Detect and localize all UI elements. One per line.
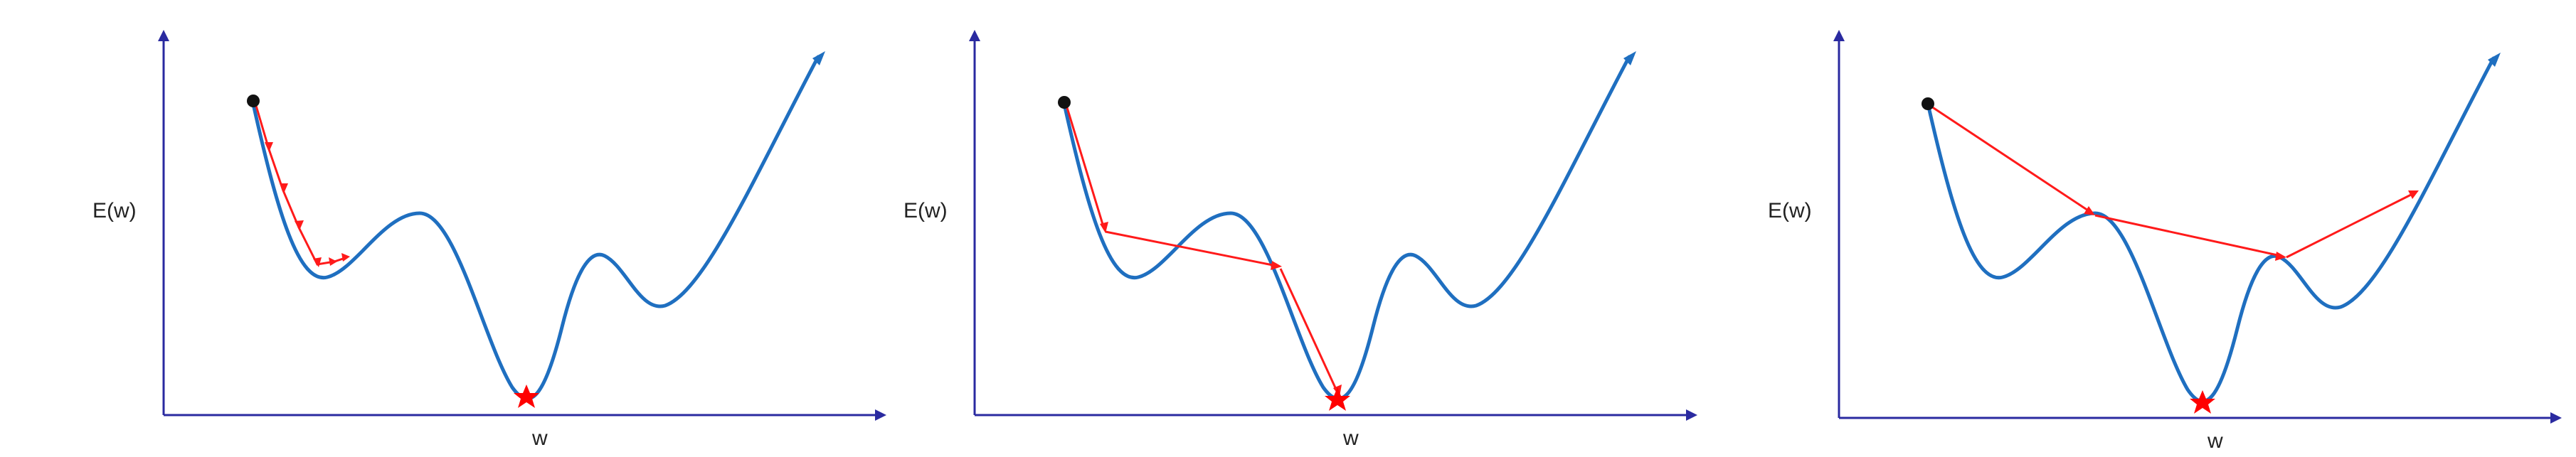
step-head-1-2	[280, 183, 288, 193]
step-head-1-4	[313, 257, 322, 267]
y-axis-arrowhead-3	[1833, 30, 1845, 41]
start-point-1	[247, 95, 260, 107]
descent-steps-1	[253, 100, 350, 267]
x-axis-arrowhead-1	[875, 409, 886, 421]
x-axis-label-1: w	[531, 426, 548, 450]
x-axis-label-2: w	[1342, 426, 1359, 450]
y-axis-arrowhead-1	[158, 30, 169, 41]
step-2-2	[1105, 230, 1277, 267]
step-head-1-1	[265, 142, 273, 152]
step-head-3-1	[2084, 206, 2095, 215]
error-curve-2	[1061, 55, 1631, 401]
step-3-1	[1929, 104, 2091, 213]
step-head-1-5	[329, 257, 337, 266]
step-head-2-1	[1100, 222, 1108, 233]
error-curve-1	[250, 55, 820, 401]
x-axis-arrowhead-2	[1686, 409, 1697, 421]
start-point-2	[1058, 96, 1071, 109]
start-point-3	[1922, 97, 1934, 110]
y-axis-arrowhead-2	[969, 30, 980, 41]
curve-arrowhead-2	[1623, 51, 1636, 65]
x-axis-arrowhead-3	[2550, 412, 2562, 424]
step-head-3-3	[2408, 190, 2419, 199]
global-minimum-star-2	[1325, 387, 1350, 411]
y-axis-label-3: E(w)	[1768, 199, 1812, 222]
panel-medium-learning-rate: E(w) w	[903, 30, 1697, 450]
curve-arrowhead-3	[2488, 53, 2501, 67]
step-3-3	[2286, 192, 2415, 259]
y-axis-label-2: E(w)	[903, 199, 948, 222]
panel-small-learning-rate: E(w) w	[92, 30, 886, 450]
descent-steps-3	[1929, 104, 2419, 261]
step-head-1-6	[341, 253, 350, 262]
panel-large-learning-rate: E(w) w	[1768, 30, 2562, 453]
x-axis-label-3: w	[2207, 429, 2223, 453]
curve-arrowhead-1	[812, 51, 825, 65]
step-2-1	[1064, 102, 1106, 230]
step-head-2-2	[1271, 261, 1282, 270]
error-curve-3	[1926, 56, 2496, 404]
global-minimum-star-1	[514, 385, 539, 408]
step-1-1	[253, 100, 348, 266]
global-minimum-star-3	[2190, 390, 2215, 414]
step-3-2	[2094, 214, 2281, 257]
step-head-3-2	[2275, 252, 2286, 261]
y-axis-label-1: E(w)	[92, 199, 137, 222]
step-2-3	[1279, 268, 1339, 393]
step-head-1-3	[295, 220, 304, 230]
